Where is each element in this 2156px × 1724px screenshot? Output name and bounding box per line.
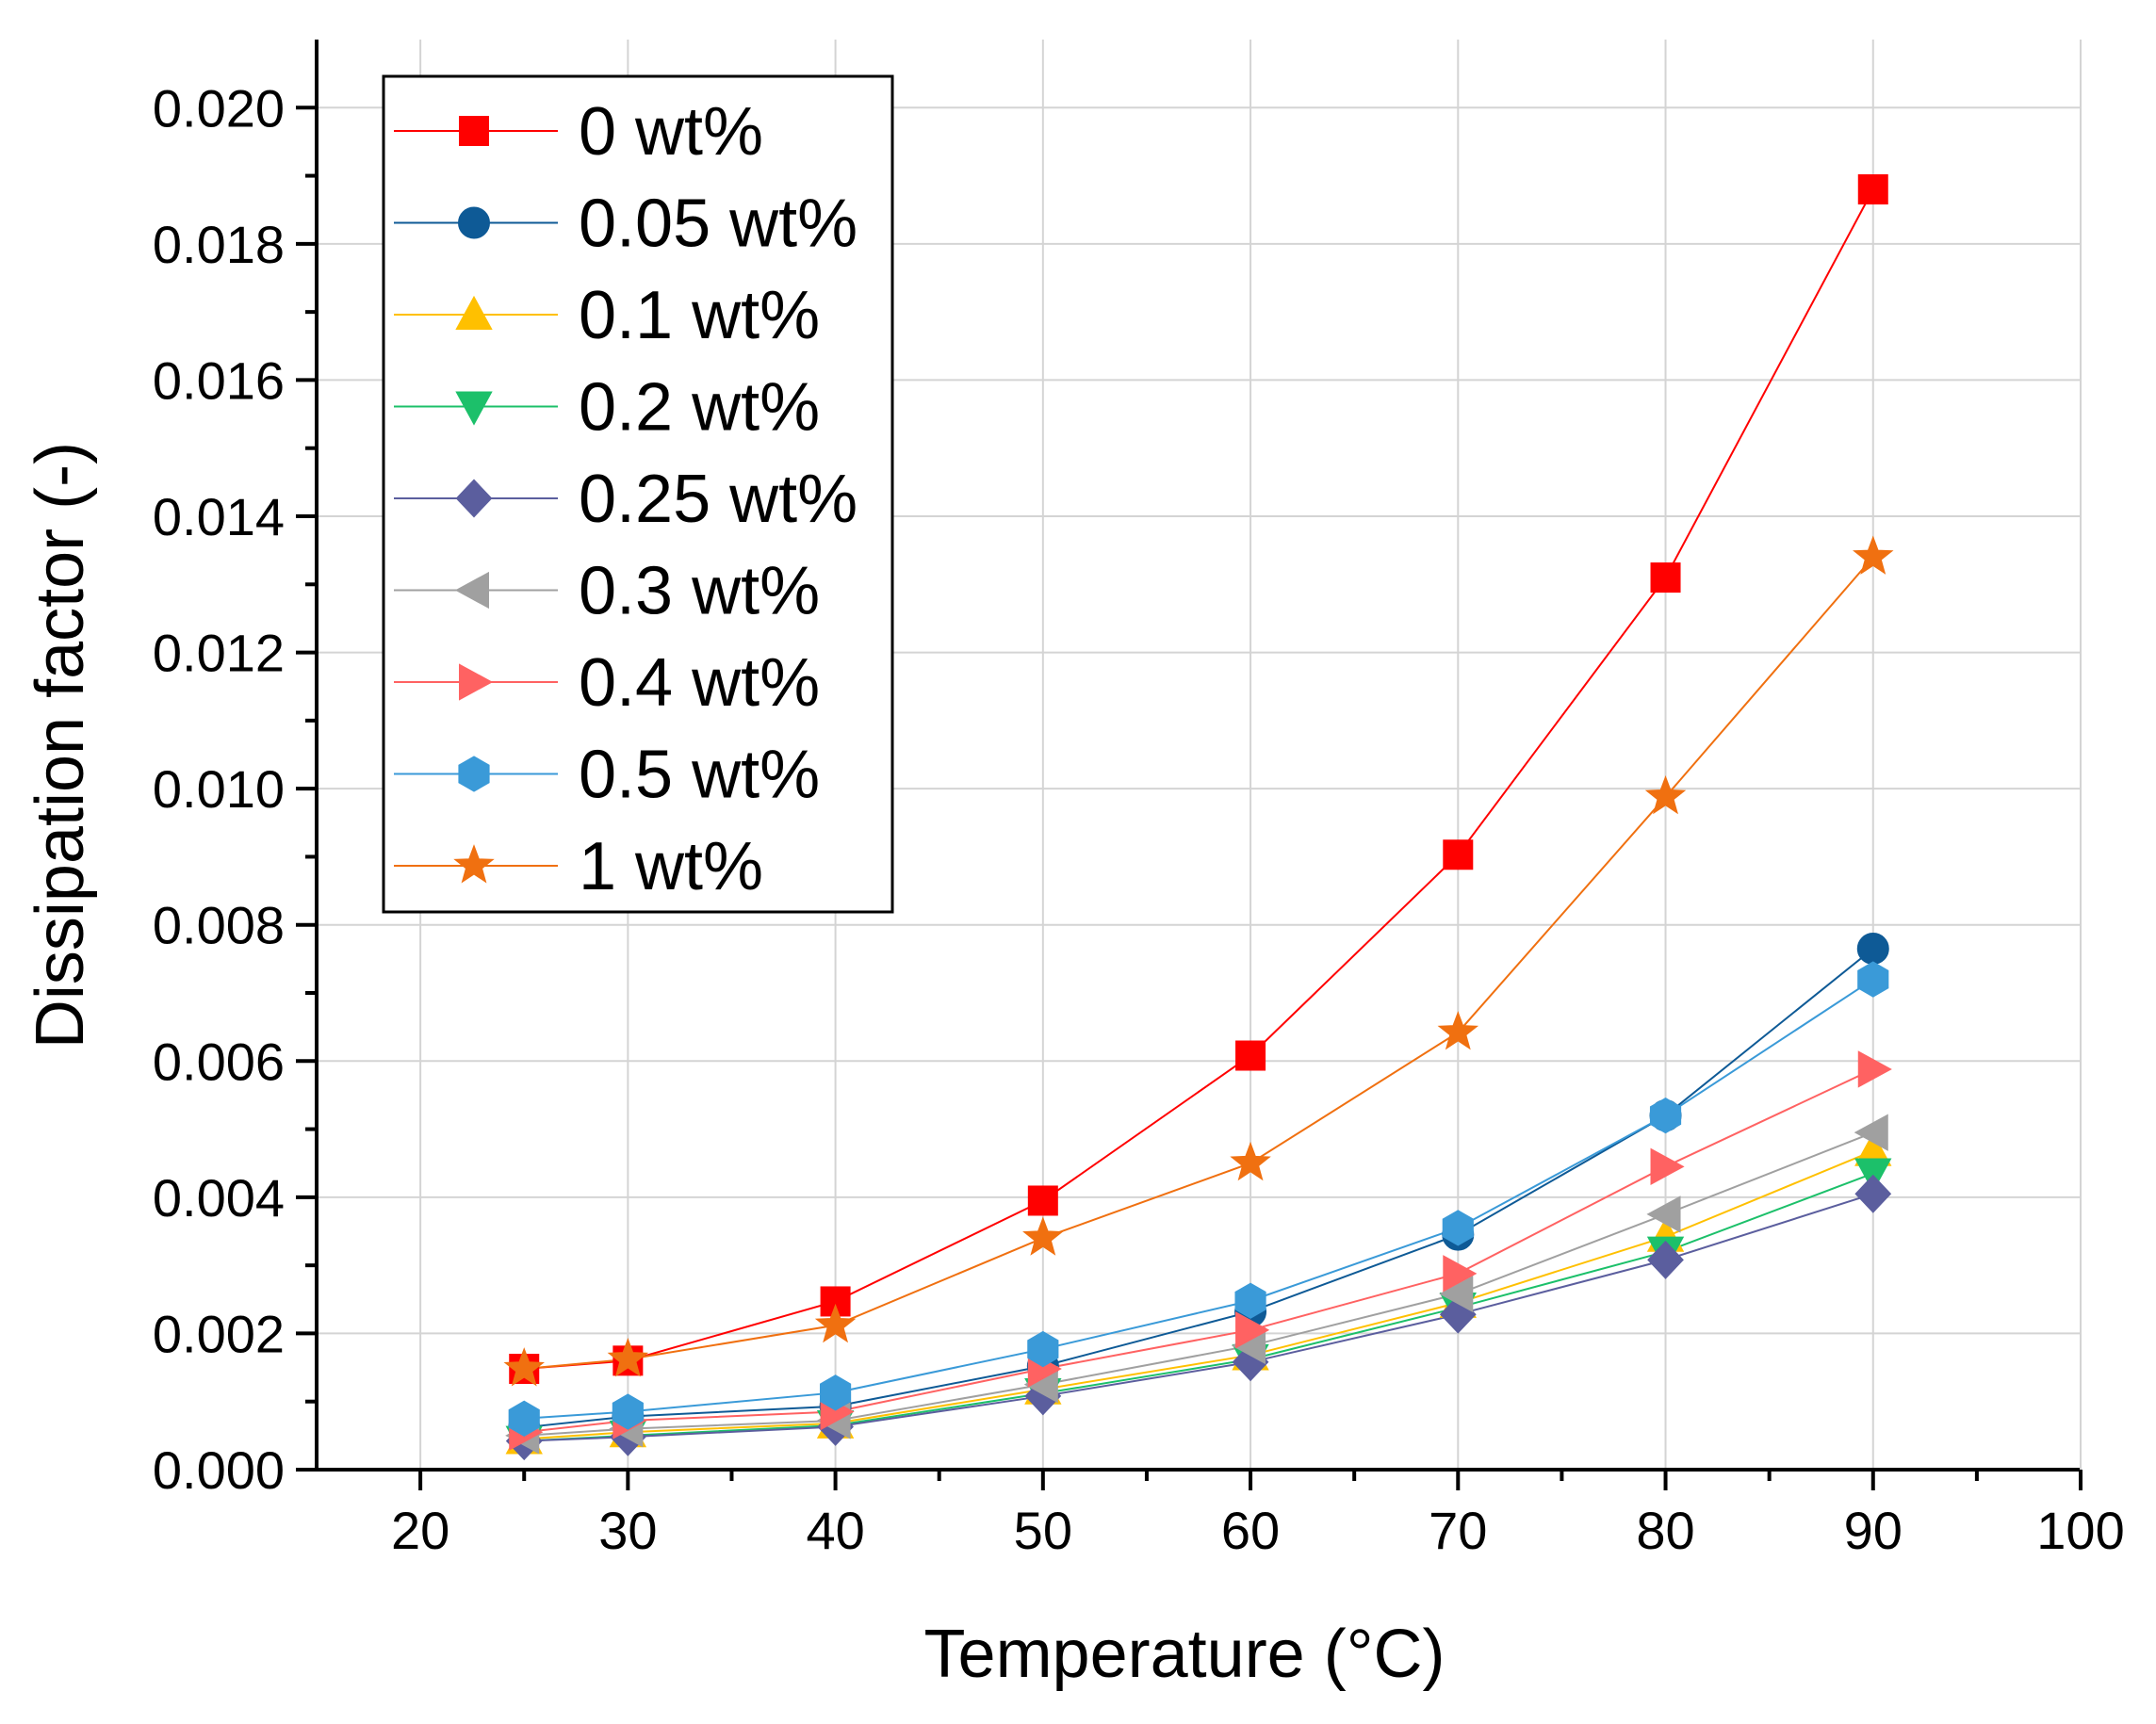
y-tick-label: 0.010 xyxy=(153,759,285,819)
series-line-0 xyxy=(524,188,1874,1371)
series-line-8 xyxy=(524,556,1874,1371)
data-point-s6-4 xyxy=(1235,1311,1270,1349)
y-tick-label: 0.016 xyxy=(153,350,285,410)
legend-marker-7 xyxy=(458,756,490,792)
data-point-s4-7 xyxy=(1854,1174,1892,1213)
y-tick-label: 0.008 xyxy=(153,896,285,955)
data-point-s5-7 xyxy=(1854,1114,1888,1151)
axes xyxy=(315,40,2082,1472)
series-markers xyxy=(503,174,1894,1461)
ticks xyxy=(296,106,2082,1490)
y-tick-label: 0.000 xyxy=(153,1440,285,1500)
x-axis-title: Temperature (°C) xyxy=(924,1617,1446,1692)
series-lines xyxy=(524,188,1874,1442)
legend-label: 0.5 wt% xyxy=(579,738,820,813)
y-tick-label: 0.014 xyxy=(153,487,285,546)
data-point-s0-3 xyxy=(1027,1185,1058,1216)
data-point-s6-7 xyxy=(1857,1050,1892,1088)
data-point-s0-7 xyxy=(1857,174,1888,205)
legend-label: 1 wt% xyxy=(579,829,763,904)
x-tick-label: 70 xyxy=(1429,1501,1487,1560)
data-point-s5-5 xyxy=(1439,1275,1474,1313)
data-point-s8-6 xyxy=(1644,774,1687,815)
series-line-4 xyxy=(524,1193,1874,1442)
legend-marker-2 xyxy=(455,295,493,330)
data-point-s0-5 xyxy=(1443,839,1474,870)
data-point-s0-6 xyxy=(1650,562,1681,594)
grid xyxy=(317,40,2082,1470)
data-point-s8-3 xyxy=(1022,1216,1064,1256)
data-point-s7-7 xyxy=(1857,961,1889,998)
legend-marker-1 xyxy=(458,206,490,239)
x-tick-label: 90 xyxy=(1844,1501,1903,1560)
data-point-s7-5 xyxy=(1442,1210,1474,1246)
legend-label: 0.4 wt% xyxy=(579,645,820,721)
series-line-2 xyxy=(524,1149,1874,1440)
data-point-s7-6 xyxy=(1649,1097,1682,1134)
y-tick-label: 0.006 xyxy=(153,1032,285,1091)
legend-marker-3 xyxy=(455,391,493,426)
data-point-s8-1 xyxy=(607,1338,649,1377)
data-point-s7-0 xyxy=(508,1400,540,1437)
legend-marker-8 xyxy=(453,844,495,884)
data-point-s6-5 xyxy=(1443,1255,1478,1293)
data-point-s1-7 xyxy=(1856,933,1889,966)
y-tick-label: 0.018 xyxy=(153,215,285,274)
data-point-s8-5 xyxy=(1437,1011,1479,1050)
x-tick-label: 20 xyxy=(391,1501,449,1560)
data-point-s8-0 xyxy=(503,1347,545,1387)
legend-marker-0 xyxy=(459,116,489,146)
data-point-s7-2 xyxy=(819,1374,852,1411)
data-point-s8-4 xyxy=(1230,1141,1271,1181)
y-axis-title: Dissipation factor (-) xyxy=(23,442,98,1049)
data-point-s7-3 xyxy=(1027,1330,1059,1368)
data-point-s8-7 xyxy=(1853,535,1894,575)
data-point-s7-1 xyxy=(612,1393,644,1430)
legend-marker-5 xyxy=(454,571,489,610)
y-tick-label: 0.002 xyxy=(153,1304,285,1363)
legend-marker-4 xyxy=(455,479,493,518)
legend-label: 0.2 wt% xyxy=(579,370,820,446)
legend-label: 0.1 wt% xyxy=(579,278,820,353)
legend-label: 0.05 wt% xyxy=(579,187,858,262)
x-tick-label: 30 xyxy=(598,1501,657,1560)
y-tick-label: 0.012 xyxy=(153,624,285,683)
data-point-s8-2 xyxy=(814,1303,857,1343)
tick-labels: 20 30 40 50 60 70 80 90 100 0.000 0.002 0.004 0.006 0… xyxy=(153,78,2125,1560)
x-tick-label: 50 xyxy=(1014,1501,1072,1560)
legend-label: 0.3 wt% xyxy=(579,554,820,629)
x-tick-label: 40 xyxy=(806,1501,864,1560)
y-tick-label: 0.020 xyxy=(153,78,285,138)
series-line-1 xyxy=(524,948,1874,1429)
series-line-5 xyxy=(524,1131,1874,1437)
data-point-s7-4 xyxy=(1234,1282,1266,1319)
legend: 0 wt% 0.05 wt% 0.1 wt% 0.2 wt% 0.25 wt% 0.3 w… xyxy=(382,74,894,914)
series-line-3 xyxy=(524,1172,1874,1442)
x-tick-label: 60 xyxy=(1221,1501,1280,1560)
legend-marker-6 xyxy=(459,663,494,701)
legend-label: 0.25 wt% xyxy=(579,462,858,537)
data-point-s5-6 xyxy=(1646,1195,1681,1233)
series-line-7 xyxy=(524,978,1874,1420)
y-tick-label: 0.004 xyxy=(153,1168,285,1228)
data-point-s0-4 xyxy=(1235,1040,1266,1071)
data-point-s6-6 xyxy=(1650,1147,1685,1186)
data-point-s4-6 xyxy=(1647,1240,1684,1279)
x-tick-label: 100 xyxy=(2036,1501,2124,1560)
legend-label: 0 wt% xyxy=(579,94,763,170)
series-line-6 xyxy=(524,1068,1874,1434)
x-tick-label: 80 xyxy=(1636,1501,1694,1560)
